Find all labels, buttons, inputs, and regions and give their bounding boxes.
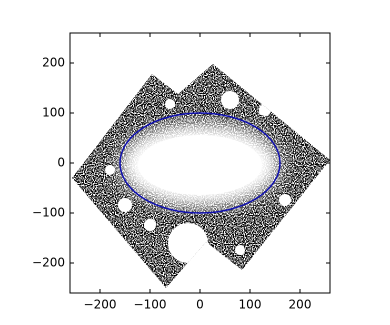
y-tick-label: 0 [57, 156, 65, 170]
fit-ellipse [119, 112, 281, 214]
y-tick-label: −100 [32, 206, 65, 220]
x-tick-label: 200 [289, 298, 312, 312]
x-tick-label: −100 [134, 298, 167, 312]
x-tick-label: 0 [196, 298, 204, 312]
x-tick-label: 100 [239, 298, 262, 312]
star-field [72, 64, 330, 288]
x-tick-label: −200 [84, 298, 117, 312]
y-tick-label: −200 [32, 256, 65, 270]
y-tick-label: 100 [42, 106, 65, 120]
y-tick-label: 200 [42, 56, 65, 70]
